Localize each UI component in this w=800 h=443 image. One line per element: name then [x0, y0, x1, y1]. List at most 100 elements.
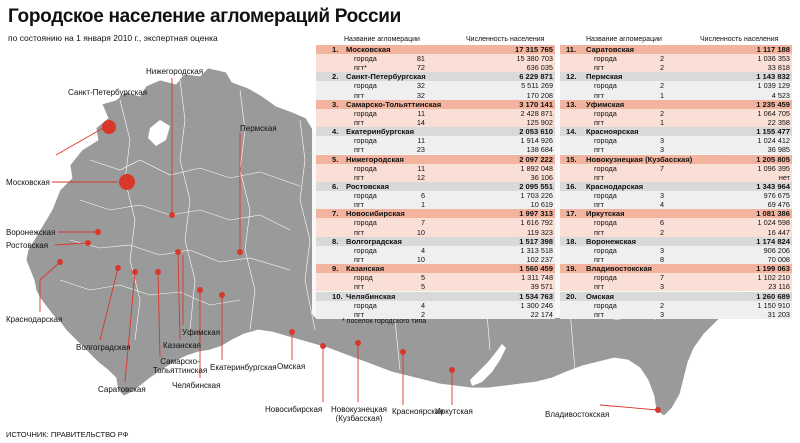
table-row: 12. Пермская 1 143 832 города 2 1 039 129 пгт 1…: [560, 72, 792, 100]
cities-label: города: [354, 108, 377, 118]
row-breakdown: города 2 1 036 353: [560, 54, 792, 64]
row-breakdown: города 3 976 675: [560, 191, 792, 201]
agglomeration-name: Краснодарская: [586, 181, 644, 191]
pgt-population: 170 208: [526, 90, 553, 100]
pgt-count: 3: [659, 282, 664, 292]
cities-label: города: [354, 163, 377, 173]
cities-count: 2: [659, 54, 664, 64]
pgt-label: пгт: [594, 282, 604, 292]
callout-lines: [39, 78, 661, 413]
cities-population: 1 096 395: [757, 163, 790, 173]
cities-count: 4: [420, 300, 425, 310]
row-total: 20. Омская 1 260 689: [560, 291, 792, 301]
cities-label: города: [354, 81, 377, 91]
cities-count: 6: [420, 191, 425, 201]
pgt-label: пгт: [354, 172, 364, 182]
total-population: 1 343 964: [756, 181, 790, 191]
source-credit: ИСТОЧНИК: ПРАВИТЕЛЬСТВО РФ: [6, 430, 129, 439]
row-breakdown: города 11 1 892 048: [316, 163, 555, 173]
pgt-population: 31 203: [767, 309, 790, 319]
pgt-label: пгт: [354, 90, 364, 100]
cities-population: 1 039 129: [757, 81, 790, 91]
row-number: 1.: [332, 45, 339, 54]
row-breakdown: города 4 1 300 246: [316, 300, 555, 310]
white-sea: [148, 120, 170, 146]
total-population: 1 155 477: [756, 127, 790, 137]
cities-population: 906 206: [763, 245, 790, 255]
table-row: 7. Новосибирская 1 997 313 города 7 1 616 792…: [316, 209, 555, 237]
agglomeration-name: Уфимская: [586, 99, 625, 109]
row-number: 4.: [332, 127, 339, 137]
pgt-label: пгт: [594, 200, 604, 210]
cities-count: 3: [659, 191, 664, 201]
row-total: 17. Иркутская 1 081 386: [560, 209, 792, 219]
pgt-count: 1: [659, 117, 664, 127]
agglomeration-name: Челябинская: [346, 291, 396, 301]
table-row: 20. Омская 1 260 689 города 2 1 150 910 пгт 3 31…: [560, 291, 792, 319]
row-total: 4. Екатеринбургская 2 053 610: [316, 127, 555, 137]
total-population: 2 097 222: [519, 154, 553, 164]
row-breakdown: пгт нет: [560, 172, 792, 182]
label-perm: Пермская: [240, 124, 277, 133]
row-breakdown: пгт 1 22 358: [560, 117, 792, 128]
pgt-population: 4 523: [771, 90, 790, 100]
row-number: 20.: [566, 291, 577, 301]
cities-count: 4: [420, 245, 425, 255]
pgt-population: 16 447: [767, 227, 790, 237]
row-breakdown: пгт 23 138 684: [316, 145, 555, 155]
table-row: 13. Уфимская 1 235 459 города 2 1 064 705 пгт 1…: [560, 99, 792, 128]
row-breakdown: города 11 1 914 926: [316, 136, 555, 146]
row-number: 2.: [332, 72, 339, 82]
cities-label: города: [354, 218, 377, 228]
cities-label: города: [594, 136, 617, 146]
cities-population: 1 914 926: [520, 136, 553, 146]
row-total: 11. Саратовская 1 117 188: [560, 45, 792, 55]
cities-population: 5 511 269: [521, 81, 553, 91]
pgt-count: 23: [416, 145, 425, 155]
pgt-count: 10: [416, 227, 425, 237]
cities-label: города: [354, 136, 377, 146]
pgt-count: 5: [420, 282, 425, 292]
pgt-count: 72: [416, 63, 425, 73]
row-breakdown: пгт 1 10 619: [316, 200, 555, 210]
pgt-label: пгт: [354, 282, 364, 292]
agglomeration-name: Нижегородская: [346, 154, 404, 164]
label-voronezh: Воронежская: [6, 228, 56, 237]
row-breakdown: город 5 1 311 748: [316, 273, 555, 283]
pgt-population: нет: [778, 172, 790, 182]
table-row: 6. Ростовская 2 095 551 города 6 1 703 226 пгт…: [316, 181, 555, 210]
label-rostov: Ростовская: [6, 241, 49, 250]
pgt-label: пгт: [594, 227, 604, 237]
row-breakdown: города 4 1 313 518: [316, 245, 555, 255]
cities-label: города: [354, 54, 377, 64]
pgt-label: пгт: [594, 145, 604, 155]
agglomeration-name: Владивостокская: [586, 264, 652, 274]
cities-count: 6: [659, 218, 664, 228]
table-row: 15. Новокузнецкая (Кузбасская) 1 205 805 го…: [560, 154, 792, 182]
row-number: 5.: [332, 154, 339, 164]
marker-spb: [102, 120, 116, 134]
pgt-label: пгт: [594, 117, 604, 127]
pgt-label: пгт: [354, 254, 364, 264]
row-total: 19. Владивостокская 1 199 063: [560, 264, 792, 274]
label-ufa: Уфимская: [182, 328, 221, 337]
agglomeration-name: Московская: [346, 45, 391, 54]
total-population: 1 534 763: [519, 291, 553, 301]
row-total: 9. Казанская 1 560 459: [316, 264, 555, 274]
cities-population: 1 150 910: [757, 300, 790, 310]
agglomeration-name: Красноярская: [586, 127, 639, 137]
cities-count: 7: [659, 163, 664, 173]
label-chelyabinsk: Челябинская: [172, 381, 221, 390]
label-ekb: Екатеринбургская: [210, 363, 277, 372]
row-number: 14.: [566, 127, 577, 137]
table-row: 16. Краснодарская 1 343 964 города 3 976 675 п…: [560, 181, 792, 210]
row-number: 3.: [332, 99, 339, 109]
pgt-label: пгт: [354, 145, 364, 155]
cities-label: города: [594, 300, 617, 310]
cities-count: 2: [659, 81, 664, 91]
table-row: 2. Санкт-Петербургская 6 229 871 города 32 5 …: [316, 72, 555, 100]
row-total: 13. Уфимская 1 235 459: [560, 99, 792, 109]
cities-count: 7: [420, 218, 425, 228]
row-breakdown: города 2 1 064 705: [560, 108, 792, 118]
row-total: 3. Самарско-Тольяттинская 3 170 141: [316, 99, 555, 109]
